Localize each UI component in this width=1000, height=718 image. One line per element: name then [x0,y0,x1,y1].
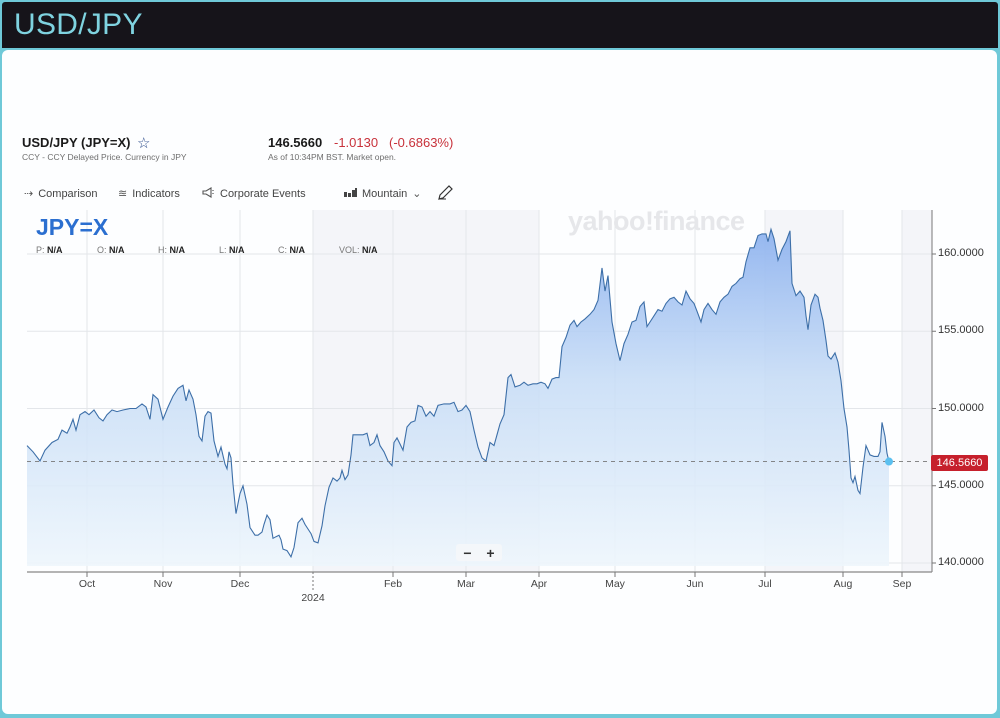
zoom-in-button[interactable]: + [486,544,495,561]
quote-change: -1.0130 [334,135,379,150]
draw-button[interactable] [437,184,454,204]
chart-type-dropdown[interactable]: Mountain ⌄ [344,187,421,200]
quote-name: USD/JPY (JPY=X) [22,135,131,150]
chart-ticker: JPY=X [36,214,109,240]
comparison-label: Comparison [38,187,98,200]
indicators-label: Indicators [132,187,180,200]
corporate-events-button[interactable]: Corporate Events [202,187,306,201]
comparison-arrows-icon: ⇢ [24,188,34,200]
x-tick-label: Apr [530,578,548,590]
last-price-dot [885,457,893,466]
corporate-events-label: Corporate Events [220,188,306,200]
quote-change-percent: (-0.6863%) [389,135,454,150]
star-outline-icon[interactable]: ☆ [137,135,151,152]
quote-subtitle: CCY - CCY Delayed Price. Currency in JPY [22,152,187,162]
x-tick-label: Aug [833,578,853,590]
ohlc-close: C: N/A [278,245,306,255]
y-tick-label: 160.0000 [938,247,984,259]
price-line [26,227,890,559]
ohlc-volume: VOL: N/A [339,245,378,255]
window-title: USD/JPY [14,8,143,41]
title-bar: USD/JPY [2,2,998,48]
ohlc-low: L: N/A [219,245,245,255]
x-tick-label: Jul [758,578,772,590]
yahoo-finance-watermark: yahoo!finance [568,206,745,236]
x-axis-ticks [86,572,903,590]
ohlc-previous: P: N/A [36,245,63,255]
indicators-icon: ≊ [118,188,128,200]
x-tick-label: Nov [153,578,173,590]
quote-timestamp: As of 10:34PM BST. Market open. [268,152,397,162]
x-tick-label: Sep [892,578,912,590]
area-fill [27,229,889,567]
y-tick-label: 150.0000 [938,401,984,414]
pencil-icon [437,184,454,204]
y-tick-label: 155.0000 [938,324,984,337]
current-price-tag: 146.5660 [931,455,988,471]
x-tick-label: Jun [686,578,704,590]
zoom-out-button[interactable]: − [463,544,472,561]
shaded-band [902,210,932,572]
ohlc-high: H: N/A [158,245,186,255]
comparison-button[interactable]: ⇢ Comparison [24,187,98,201]
x-tick-label: May [605,578,625,590]
indicators-button[interactable]: ≊ Indicators [118,187,180,201]
y-tick-label: 145.0000 [938,478,984,491]
y-tick-label: 140.0000 [938,556,984,568]
x-tick-label: Mar [456,578,476,590]
zoom-controls: − + [456,544,502,561]
x-tick-label: 2024 [301,592,325,604]
x-tick-label: Feb [383,578,403,590]
bar-mountain-icon [344,187,357,200]
chart-type-label: Mountain [362,187,408,200]
megaphone-icon [202,187,215,201]
y-axis-ticks [932,253,936,564]
x-tick-label: Dec [230,578,250,590]
quote-price: 146.5660 [268,135,323,150]
ohlc-open: O: N/A [97,245,125,255]
chevron-down-icon: ⌄ [412,188,422,200]
x-tick-label: Oct [78,578,96,590]
